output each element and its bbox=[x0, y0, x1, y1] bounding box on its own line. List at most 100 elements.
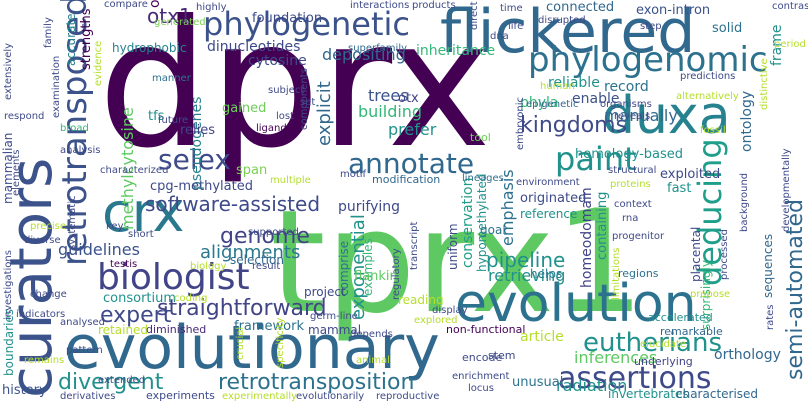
word-flanking: flanking bbox=[354, 269, 407, 284]
word-context: context bbox=[614, 199, 652, 210]
word-systematic: systematic bbox=[67, 195, 78, 250]
word-fossil: fossil bbox=[700, 125, 726, 136]
word-building: building bbox=[358, 102, 423, 121]
word-evolutionary: evolutionary bbox=[64, 313, 440, 383]
word-analysed: analysed bbox=[60, 317, 105, 328]
word-manually: manually bbox=[604, 106, 678, 125]
word-phylogenomic: phylogenomic bbox=[528, 40, 768, 80]
word-span: span bbox=[236, 163, 268, 178]
word-indicators: indicators bbox=[16, 309, 66, 320]
word-multiple: multiple bbox=[270, 175, 311, 186]
word-explicit: explicit bbox=[314, 81, 335, 146]
word-enable: enable bbox=[572, 91, 620, 107]
word-evolutionarily: evolutionarily bbox=[296, 391, 365, 402]
word-elements: elements bbox=[11, 149, 22, 196]
word-environment: environment bbox=[516, 177, 580, 188]
word-annotate: annotate bbox=[348, 147, 475, 180]
word-characterized: characterized bbox=[100, 165, 169, 176]
word-cpg-methylated: cpg-methylated bbox=[150, 179, 253, 194]
word-foundation: foundation bbox=[252, 11, 323, 26]
word-encode: encode bbox=[462, 351, 503, 364]
word-reading: reading bbox=[398, 293, 444, 307]
word-genome: genome bbox=[220, 224, 310, 249]
word-experimentally: experimentally bbox=[222, 391, 298, 402]
word-superfamily: superfamily bbox=[348, 43, 408, 54]
word-underlying: underlying bbox=[634, 355, 693, 368]
word-depends: depends bbox=[350, 329, 393, 340]
word-paint: paint bbox=[555, 140, 637, 178]
word-tool: tool bbox=[470, 131, 491, 144]
word-reference: reference bbox=[520, 207, 578, 221]
word-mammal: mammal bbox=[308, 323, 362, 337]
word-hydrophobic: hydrophobic bbox=[112, 41, 187, 55]
word-lost: lost bbox=[276, 111, 295, 122]
word-unusual: unusual bbox=[512, 375, 564, 390]
word-relies: relies bbox=[180, 123, 216, 138]
word-non-functional: non-functional bbox=[446, 323, 526, 336]
word-stem: stem bbox=[488, 349, 516, 362]
word-animal: animal bbox=[356, 355, 390, 366]
word-exon-intron: exon-intron bbox=[636, 3, 711, 18]
word-history: history bbox=[2, 383, 47, 398]
word-kingdoms: kingdoms bbox=[520, 113, 628, 138]
word-selection: selection bbox=[230, 253, 284, 267]
word-phyla: phyla bbox=[520, 95, 559, 111]
word-processed: processed bbox=[719, 229, 730, 280]
word-otx2: otx2 bbox=[147, 0, 163, 8]
word-propose: propose bbox=[690, 289, 731, 300]
word-uniform: uniform bbox=[446, 223, 460, 270]
word-expert: expert bbox=[100, 303, 172, 328]
word-originated: originated bbox=[520, 191, 587, 206]
word-locus: locus bbox=[468, 383, 494, 394]
word-depositing: depositing bbox=[322, 45, 406, 64]
word-analysis: analysis bbox=[60, 145, 101, 156]
word-homology-based: homology-based bbox=[575, 147, 684, 162]
word-modification: modification bbox=[372, 173, 441, 186]
word-disrupted: disrupted bbox=[538, 15, 586, 26]
word-subject: subject bbox=[268, 85, 305, 96]
word-lineages: lineages bbox=[462, 173, 504, 184]
word-respond: respond bbox=[4, 111, 45, 122]
word-retrieving: retrieving bbox=[488, 266, 566, 285]
word-evidence: evidence bbox=[93, 40, 104, 86]
word-precise: precise bbox=[30, 221, 67, 232]
word-germ-line: germ-line bbox=[310, 311, 358, 322]
word-specificity: specificity bbox=[275, 317, 286, 368]
word-retrotransposition: retrotransposition bbox=[218, 370, 415, 395]
word-otx1: otx1 bbox=[147, 4, 192, 28]
word-divergent: divergent bbox=[58, 370, 164, 395]
word-straightforward: straightforward bbox=[157, 296, 327, 321]
word-step: step bbox=[640, 21, 662, 32]
word-dna: dna bbox=[490, 31, 509, 42]
word-cytosine: cytosine bbox=[248, 53, 307, 69]
word-biology: biology bbox=[190, 261, 227, 272]
word-life: life bbox=[508, 21, 524, 32]
word-goal: goal bbox=[480, 223, 506, 237]
word-time: time bbox=[500, 3, 523, 14]
word-embryonic: embryonic bbox=[515, 96, 526, 150]
word-developmentally: developmentally bbox=[781, 148, 792, 232]
word-investigations: investigations bbox=[3, 250, 14, 320]
word-predictions: predictions bbox=[680, 71, 736, 82]
word-prefer: prefer bbox=[388, 120, 437, 139]
word-rates: rates bbox=[765, 304, 776, 330]
word-crucial: crucial bbox=[235, 326, 246, 360]
word-diverse: diverse bbox=[24, 235, 61, 246]
word-organisms: organisms bbox=[600, 99, 652, 110]
word-ligands: ligands bbox=[256, 123, 292, 134]
word-retained: retained bbox=[98, 323, 149, 337]
word-distinctive: distinctive bbox=[759, 58, 770, 110]
word-interactions: interactions bbox=[350, 0, 410, 11]
word-set: set bbox=[300, 97, 316, 108]
word-structural: structural bbox=[608, 165, 657, 176]
word-short: short bbox=[128, 229, 154, 240]
word-extensively: extensively bbox=[3, 42, 14, 100]
word-display: display bbox=[432, 305, 468, 316]
word-orthology: orthology bbox=[714, 347, 781, 363]
word-accelerated: accelerated bbox=[648, 311, 713, 324]
word-consortium: consortium bbox=[103, 291, 177, 306]
word-compare: compare bbox=[104, 0, 148, 10]
word-motif: motif bbox=[340, 169, 367, 180]
word-rna: rna bbox=[622, 213, 639, 224]
